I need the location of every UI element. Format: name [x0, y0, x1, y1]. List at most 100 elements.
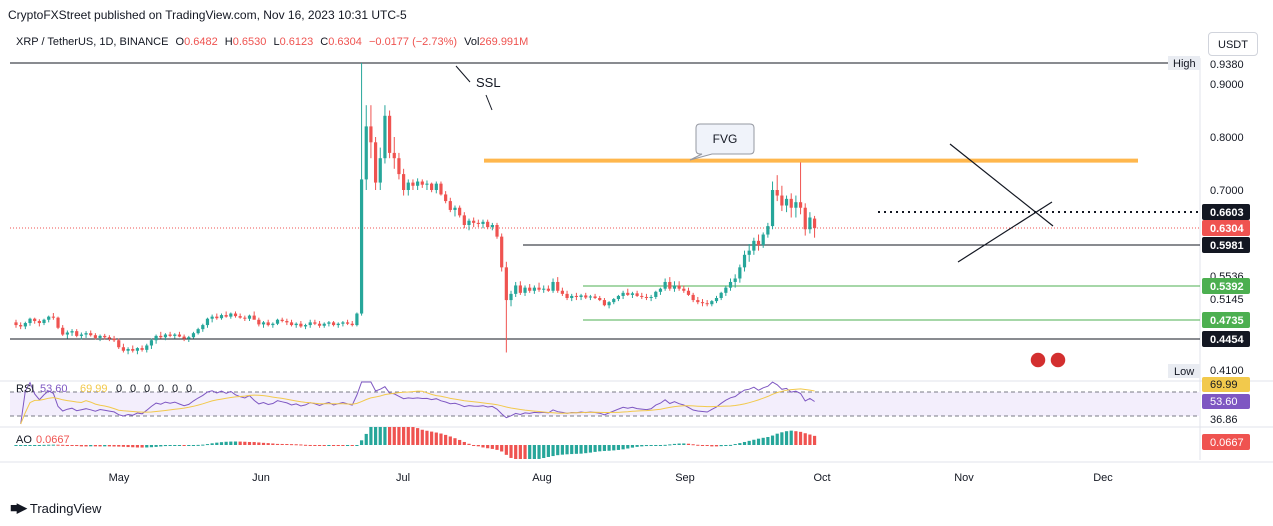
- high-marker-label: High: [1173, 58, 1196, 70]
- candle-body: [23, 323, 27, 327]
- candle: [89, 330, 93, 337]
- candle-body: [686, 290, 691, 295]
- candle-body: [738, 267, 742, 279]
- candle: [756, 234, 761, 251]
- candle-body: [359, 179, 364, 314]
- candle-body: [808, 217, 812, 230]
- candle-body: [364, 126, 368, 180]
- ao-bar: [117, 445, 121, 447]
- ao-bar: [537, 445, 541, 459]
- candle-body: [467, 220, 471, 226]
- high-marker-value: 0.9380: [1210, 59, 1244, 71]
- candle-body: [126, 348, 130, 351]
- candle-body: [635, 293, 639, 296]
- ao-bar: [532, 445, 536, 459]
- rsi-extra-value: 0: [158, 383, 164, 395]
- candle-body: [584, 295, 588, 298]
- candle-body: [224, 315, 228, 317]
- candle: [742, 250, 747, 272]
- candle: [233, 311, 238, 318]
- candle: [747, 244, 751, 262]
- candle-body: [509, 293, 513, 301]
- candle: [75, 329, 79, 338]
- ao-bar: [247, 441, 252, 445]
- ao-bar: [495, 445, 499, 450]
- ao-bar: [201, 444, 205, 446]
- x-tick-label: Dec: [1093, 472, 1113, 484]
- candle-body: [229, 313, 233, 317]
- ao-bar: [224, 441, 228, 445]
- descending-trendline: [949, 143, 1054, 227]
- candle-body: [649, 296, 653, 299]
- candle: [219, 313, 224, 320]
- candle: [79, 332, 83, 340]
- candle: [504, 261, 508, 353]
- candle: [635, 290, 639, 297]
- ao-bar: [145, 445, 149, 448]
- ao-bar: [154, 445, 158, 447]
- ao-bar: [336, 445, 340, 446]
- candle: [121, 343, 126, 353]
- candle: [271, 322, 275, 328]
- candle: [649, 294, 653, 302]
- ao-bar: [579, 445, 583, 454]
- candle: [654, 290, 658, 300]
- candle-body: [168, 334, 172, 336]
- candle: [215, 313, 219, 320]
- candle: [257, 317, 261, 327]
- ao-bar: [37, 444, 41, 446]
- candle-body: [327, 322, 331, 324]
- ao-bar: [345, 445, 350, 446]
- high-marker-box: [1168, 56, 1200, 70]
- price-tag-box: [1202, 331, 1250, 347]
- candle: [705, 300, 709, 307]
- ao-bar: [261, 442, 266, 445]
- candle: [546, 285, 550, 292]
- ao-bar: [504, 445, 508, 455]
- candle-body: [663, 281, 667, 289]
- candle-body: [630, 293, 635, 295]
- candle-body: [355, 313, 359, 326]
- candle-body: [103, 335, 107, 338]
- rsi-value-tag-value: 53.60: [1210, 396, 1238, 408]
- ao-bar: [626, 445, 630, 449]
- candle: [551, 278, 555, 293]
- candle-body: [163, 334, 168, 338]
- ao-bar: [388, 427, 392, 445]
- ao-bar: [238, 441, 242, 445]
- tradingview-logo[interactable]: ■▶ TradingView: [10, 500, 101, 516]
- ao-bar: [243, 441, 247, 445]
- ao-bar: [640, 445, 644, 447]
- candle-body: [434, 183, 438, 190]
- price-tag-box: [1202, 204, 1250, 220]
- candle: [691, 292, 695, 303]
- volume-value: 269.991M: [479, 36, 529, 48]
- currency-button[interactable]: USDT: [1208, 32, 1258, 56]
- candle: [416, 178, 420, 190]
- candle: [602, 298, 607, 307]
- candle-body: [98, 335, 102, 338]
- candle-body: [219, 315, 224, 319]
- ao-bar: [593, 445, 597, 452]
- candle: [23, 321, 27, 330]
- candle-body: [682, 288, 686, 291]
- candle: [616, 294, 621, 302]
- ao-bar: [658, 445, 663, 446]
- price-tag-box: [1202, 220, 1250, 236]
- candle-body: [700, 302, 705, 304]
- ao-bar: [672, 443, 677, 445]
- candle-body: [341, 322, 345, 324]
- price-tag-value: 0.4735: [1210, 315, 1244, 327]
- candle-body: [112, 338, 116, 341]
- ao-bar: [747, 440, 751, 445]
- ao-bar: [219, 442, 224, 445]
- candle: [481, 219, 485, 229]
- rsi-ma-line: [20, 388, 815, 425]
- candle: [289, 319, 294, 327]
- candle-body: [523, 287, 527, 293]
- candle-body: [770, 190, 775, 227]
- ao-bar: [191, 445, 196, 446]
- ao-tag-value: 0.0667: [1210, 437, 1244, 449]
- candle: [341, 321, 345, 327]
